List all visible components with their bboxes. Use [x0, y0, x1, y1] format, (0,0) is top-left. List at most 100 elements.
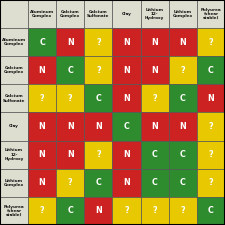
Text: ?: ?: [124, 206, 129, 215]
Bar: [197, 141, 225, 169]
Text: N: N: [39, 122, 45, 131]
Bar: [84, 169, 112, 197]
Bar: [56, 169, 84, 197]
Bar: [197, 56, 225, 84]
Bar: [28, 56, 56, 84]
Text: Clay: Clay: [122, 12, 131, 16]
Text: N: N: [151, 122, 158, 131]
Bar: [169, 112, 197, 141]
Bar: [112, 56, 141, 84]
Text: C: C: [152, 178, 158, 187]
Text: ?: ?: [152, 206, 157, 215]
Text: ?: ?: [68, 178, 72, 187]
Text: C: C: [208, 206, 214, 215]
Bar: [141, 28, 169, 56]
Text: Polyurea
(shear
stable): Polyurea (shear stable): [4, 205, 24, 217]
Bar: [0, 28, 28, 56]
Text: C: C: [39, 38, 45, 47]
Bar: [84, 84, 112, 112]
Bar: [0, 197, 28, 225]
Bar: [197, 197, 225, 225]
Bar: [0, 56, 28, 84]
Text: ?: ?: [209, 122, 213, 131]
Bar: [112, 141, 141, 169]
Text: N: N: [67, 122, 74, 131]
Bar: [28, 84, 56, 112]
Text: ?: ?: [180, 66, 185, 75]
Text: ?: ?: [180, 206, 185, 215]
Text: N: N: [39, 178, 45, 187]
Bar: [197, 0, 225, 28]
Bar: [197, 84, 225, 112]
Text: C: C: [152, 150, 158, 159]
Bar: [141, 169, 169, 197]
Bar: [197, 28, 225, 56]
Bar: [56, 84, 84, 112]
Text: Calcium
Sulfonate: Calcium Sulfonate: [87, 10, 110, 18]
Text: N: N: [151, 38, 158, 47]
Text: ?: ?: [209, 150, 213, 159]
Text: N: N: [67, 38, 74, 47]
Bar: [28, 28, 56, 56]
Bar: [84, 197, 112, 225]
Bar: [84, 56, 112, 84]
Text: ?: ?: [68, 94, 72, 103]
Bar: [84, 28, 112, 56]
Bar: [141, 112, 169, 141]
Text: C: C: [95, 178, 101, 187]
Bar: [0, 169, 28, 197]
Text: N: N: [151, 66, 158, 75]
Text: Lithium
12-
Hydroxy: Lithium 12- Hydroxy: [145, 8, 164, 20]
Text: Aluminum
Complex: Aluminum Complex: [30, 10, 54, 18]
Bar: [28, 197, 56, 225]
Text: C: C: [180, 94, 186, 103]
Text: Lithium
12-
Hydroxy: Lithium 12- Hydroxy: [4, 148, 24, 161]
Text: C: C: [67, 66, 73, 75]
Text: C: C: [95, 94, 101, 103]
Bar: [169, 28, 197, 56]
Text: ?: ?: [209, 38, 213, 47]
Text: Calcium
Sulfonate: Calcium Sulfonate: [3, 94, 25, 103]
Text: Polyurea
(shear
stable): Polyurea (shear stable): [201, 8, 221, 20]
Bar: [169, 84, 197, 112]
Bar: [112, 197, 141, 225]
Text: Calcium
Complex: Calcium Complex: [4, 66, 24, 74]
Bar: [112, 0, 141, 28]
Bar: [112, 169, 141, 197]
Bar: [56, 28, 84, 56]
Text: Clay: Clay: [9, 124, 19, 128]
Bar: [112, 28, 141, 56]
Bar: [0, 84, 28, 112]
Text: N: N: [123, 94, 130, 103]
Text: N: N: [39, 66, 45, 75]
Text: N: N: [123, 38, 130, 47]
Text: ?: ?: [96, 66, 101, 75]
Text: N: N: [123, 178, 130, 187]
Bar: [84, 112, 112, 141]
Text: ?: ?: [40, 206, 44, 215]
Bar: [169, 141, 197, 169]
Bar: [169, 197, 197, 225]
Bar: [84, 0, 112, 28]
Text: Lithium
Complex: Lithium Complex: [173, 10, 193, 18]
Bar: [112, 84, 141, 112]
Bar: [141, 0, 169, 28]
Text: Calcium
Complex: Calcium Complex: [60, 10, 80, 18]
Text: N: N: [67, 150, 74, 159]
Text: ?: ?: [96, 150, 101, 159]
Text: N: N: [123, 150, 130, 159]
Text: ?: ?: [152, 94, 157, 103]
Text: ?: ?: [40, 94, 44, 103]
Text: C: C: [180, 178, 186, 187]
Bar: [56, 197, 84, 225]
Text: C: C: [67, 206, 73, 215]
Bar: [197, 169, 225, 197]
Text: Lithium
Complex: Lithium Complex: [4, 179, 24, 187]
Bar: [28, 169, 56, 197]
Bar: [169, 169, 197, 197]
Bar: [28, 112, 56, 141]
Bar: [84, 141, 112, 169]
Text: N: N: [123, 66, 130, 75]
Bar: [56, 0, 84, 28]
Bar: [112, 112, 141, 141]
